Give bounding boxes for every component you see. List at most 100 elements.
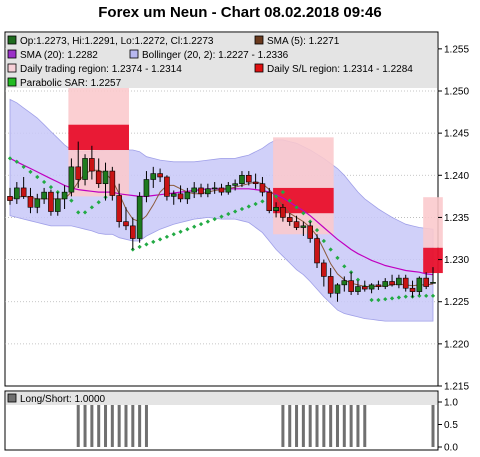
y-tick-label: 1.220 <box>444 339 469 350</box>
candle <box>20 187 27 197</box>
long-short-bar <box>301 402 305 447</box>
y-tick-label: 1.240 <box>444 171 469 182</box>
sar-point <box>233 209 238 214</box>
candle <box>130 225 136 239</box>
sar-point <box>321 238 326 244</box>
sar-point <box>369 297 374 303</box>
long-short-bar <box>363 402 367 447</box>
long-short-label: Long/Short: 1.0000 <box>20 394 106 405</box>
long-short-bar <box>138 402 142 447</box>
sar-point <box>69 198 74 203</box>
candle <box>123 221 129 227</box>
candle <box>355 286 361 292</box>
candle <box>293 221 300 228</box>
candle <box>109 170 116 196</box>
sar-point <box>328 247 333 252</box>
candle <box>191 187 198 193</box>
candle <box>266 191 273 211</box>
y-tick-label: 1.255 <box>444 44 469 55</box>
long-short-bar <box>315 402 319 447</box>
y-tick-label: 0.0 <box>444 443 458 454</box>
candle <box>396 277 402 286</box>
sar-point <box>192 224 197 229</box>
long-short-bar <box>356 402 360 447</box>
legend-label: Daily S/L region: 1.2314 - 1.2284 <box>267 64 413 75</box>
candle <box>225 185 232 193</box>
candle <box>89 158 95 172</box>
candle <box>423 277 429 287</box>
long-short-bar <box>288 402 292 447</box>
long-short-bar <box>83 402 87 447</box>
sar-point <box>246 204 251 209</box>
y-tick-label: 1.215 <box>444 382 469 393</box>
legend-swatch <box>7 77 17 87</box>
long-short-bar <box>329 402 333 447</box>
trading-region <box>273 137 334 235</box>
candle <box>7 196 13 201</box>
long-short-bar <box>90 402 94 447</box>
long-short-bar <box>144 402 148 447</box>
sar-point <box>82 210 88 215</box>
candle <box>321 262 327 277</box>
sar-point <box>355 277 361 282</box>
sar-point <box>28 169 33 175</box>
candle <box>41 191 47 200</box>
candle <box>34 198 41 208</box>
sar-point <box>185 227 190 232</box>
candle <box>27 196 34 208</box>
legend-swatch <box>7 49 17 59</box>
sar-point <box>253 201 258 207</box>
y-tick-label: 1.230 <box>444 255 469 266</box>
sar-point <box>314 227 320 233</box>
candle <box>61 191 68 200</box>
candle <box>416 277 423 292</box>
chart-title: Forex um Neun - Chart 08.02.2018 09:46 <box>98 4 382 21</box>
long-short-bar <box>110 402 114 447</box>
trading-region <box>423 197 443 248</box>
sar-point <box>41 179 47 185</box>
candle <box>143 179 150 197</box>
candle <box>409 287 416 292</box>
y-tick-label: 1.250 <box>444 87 469 98</box>
sar-point <box>96 200 101 205</box>
sar-point <box>35 174 40 180</box>
sar-point <box>164 234 170 239</box>
sar-point <box>342 264 347 269</box>
candle <box>136 196 143 239</box>
candle <box>245 174 252 183</box>
long-short-bar <box>281 402 285 447</box>
candle <box>341 280 348 286</box>
long-short-bars <box>76 402 435 447</box>
candle <box>48 191 54 212</box>
candle <box>382 281 389 287</box>
candle <box>211 187 218 190</box>
legend-label: SMA (20): 1.2282 <box>20 50 98 61</box>
sar-point <box>219 214 224 219</box>
candle <box>95 170 102 185</box>
candle <box>177 193 184 200</box>
candles <box>7 141 436 302</box>
candle <box>252 181 259 185</box>
long-short-y-axis: 0.0 0.5 1.0 <box>438 398 458 454</box>
long-short-legend-box <box>6 392 437 405</box>
legend-label: Parabolic SAR: 1.2257 <box>20 78 122 89</box>
candle <box>280 207 286 218</box>
sar-point <box>89 205 94 210</box>
long-short-bar <box>131 402 135 447</box>
sar-point <box>226 211 231 217</box>
sar-point <box>151 239 156 244</box>
sar-point <box>396 295 402 300</box>
long-short-bar <box>342 402 346 447</box>
legend-swatch <box>7 35 17 45</box>
sar-point <box>7 156 13 161</box>
long-short-bar <box>124 402 128 447</box>
candle <box>82 158 88 180</box>
candle <box>375 284 382 287</box>
candle <box>361 286 368 290</box>
long-short-bar <box>104 402 108 447</box>
candle <box>368 284 375 290</box>
candle <box>54 198 61 212</box>
candle <box>68 166 75 193</box>
sar-point <box>198 222 204 227</box>
candle <box>157 173 163 178</box>
